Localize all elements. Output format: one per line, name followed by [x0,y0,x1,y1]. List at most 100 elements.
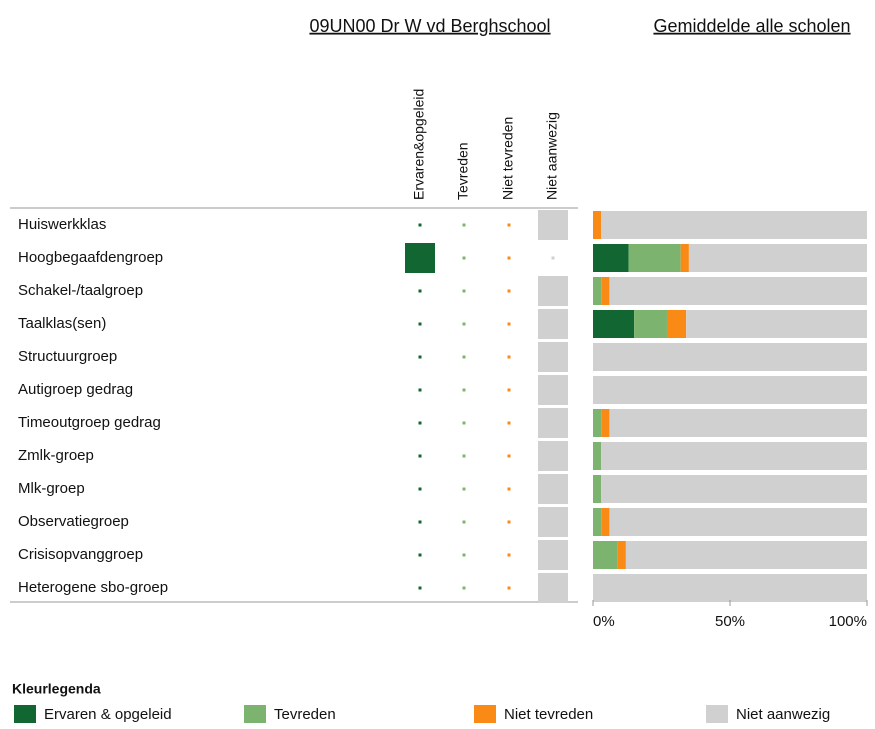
row-label: Structuurgroep [18,348,117,365]
matrix-cell [462,520,466,524]
bar-segment [593,574,867,602]
bar-segment [601,475,867,503]
row-label: Heterogene sbo-groep [18,579,168,596]
bar-segment [628,244,681,272]
bar-segment [688,244,867,272]
legend-swatch [474,705,496,723]
matrix-cell [418,520,422,524]
bar-segment [666,310,687,338]
matrix-cell [418,388,422,392]
bar-segment [609,508,867,536]
legend-title: Kleurlegenda [12,681,101,697]
bar-segment [680,244,689,272]
legend-swatch [14,705,36,723]
bar-segment [593,376,867,404]
matrix-cell [507,322,511,326]
matrix-cell [538,507,568,537]
bar-segment [601,508,610,536]
bar-segment [593,244,629,272]
matrix-cell [538,210,568,240]
bar-segment [593,409,602,437]
matrix-cell [462,289,466,293]
bar-segment [593,310,635,338]
matrix-cell [538,375,568,405]
bar-segment [601,442,867,470]
matrix-cell [462,388,466,392]
bar-segment [593,343,867,371]
matrix-cell [418,454,422,458]
bar-segment [617,541,626,569]
matrix-cell [551,256,555,260]
matrix-cell [538,441,568,471]
legend-label: Tevreden [274,706,336,723]
matrix-cell [462,322,466,326]
matrix-cell [538,540,568,570]
matrix-cell [507,289,511,293]
matrix-cell [538,276,568,306]
bar-segment [601,409,610,437]
bar-segment [686,310,867,338]
bar-segment [593,277,602,305]
matrix-cell [462,256,466,260]
bar-segment [593,475,602,503]
legend-label: Niet aanwezig [736,706,830,723]
matrix-cell [418,223,422,227]
matrix-cell [418,487,422,491]
matrix-cell [538,408,568,438]
row-label: Observatiegroep [18,513,129,530]
matrix-cell [507,487,511,491]
legend-label: Ervaren & opgeleid [44,706,172,723]
matrix-cell [462,421,466,425]
row-label: Timeoutgroep gedrag [18,414,161,431]
school-title: 09UN00 Dr W vd Berghschool [309,16,550,36]
row-label: Schakel-/taalgroep [18,282,143,299]
matrix-cell [507,223,511,227]
x-tick-label: 0% [593,613,615,630]
matrix-cell [507,421,511,425]
column-header: Niet tevreden [500,117,516,200]
matrix-cell [507,355,511,359]
bar-segment [593,211,602,239]
matrix-cell [462,454,466,458]
matrix-cell [418,289,422,293]
x-tick-label: 50% [715,613,745,630]
matrix-cell [418,586,422,590]
legend-label: Niet tevreden [504,706,593,723]
matrix-cell [462,487,466,491]
matrix-cell [538,474,568,504]
matrix-cell [418,553,422,557]
bar-segment [625,541,867,569]
bar-segment [593,508,602,536]
bar-segment [593,541,618,569]
row-label: Huiswerkklas [18,216,106,233]
row-label: Hoogbegaafdengroep [18,249,163,266]
bar-segment [593,442,602,470]
average-title: Gemiddelde alle scholen [653,16,850,36]
bar-segment [601,211,867,239]
matrix-cell [538,342,568,372]
matrix-cell [462,586,466,590]
matrix-cell [507,256,511,260]
row-label: Autigroep gedrag [18,381,133,398]
legend-swatch [244,705,266,723]
bar-segment [609,409,867,437]
legend-swatch [706,705,728,723]
matrix-cell [507,520,511,524]
bar-segment [609,277,867,305]
matrix-cell [538,573,568,603]
column-header: Tevreden [455,142,471,200]
matrix-cell [507,553,511,557]
matrix-cell [538,309,568,339]
matrix-cell [507,388,511,392]
x-tick-label: 100% [829,613,867,630]
row-label: Crisisopvanggroep [18,546,143,563]
matrix-cell [462,223,466,227]
matrix-cell [462,355,466,359]
bar-segment [601,277,610,305]
row-label: Taalklas(sen) [18,315,106,332]
matrix-cell [418,355,422,359]
row-label: Mlk-groep [18,480,85,497]
matrix-cell [507,454,511,458]
row-label: Zmlk-groep [18,447,94,464]
